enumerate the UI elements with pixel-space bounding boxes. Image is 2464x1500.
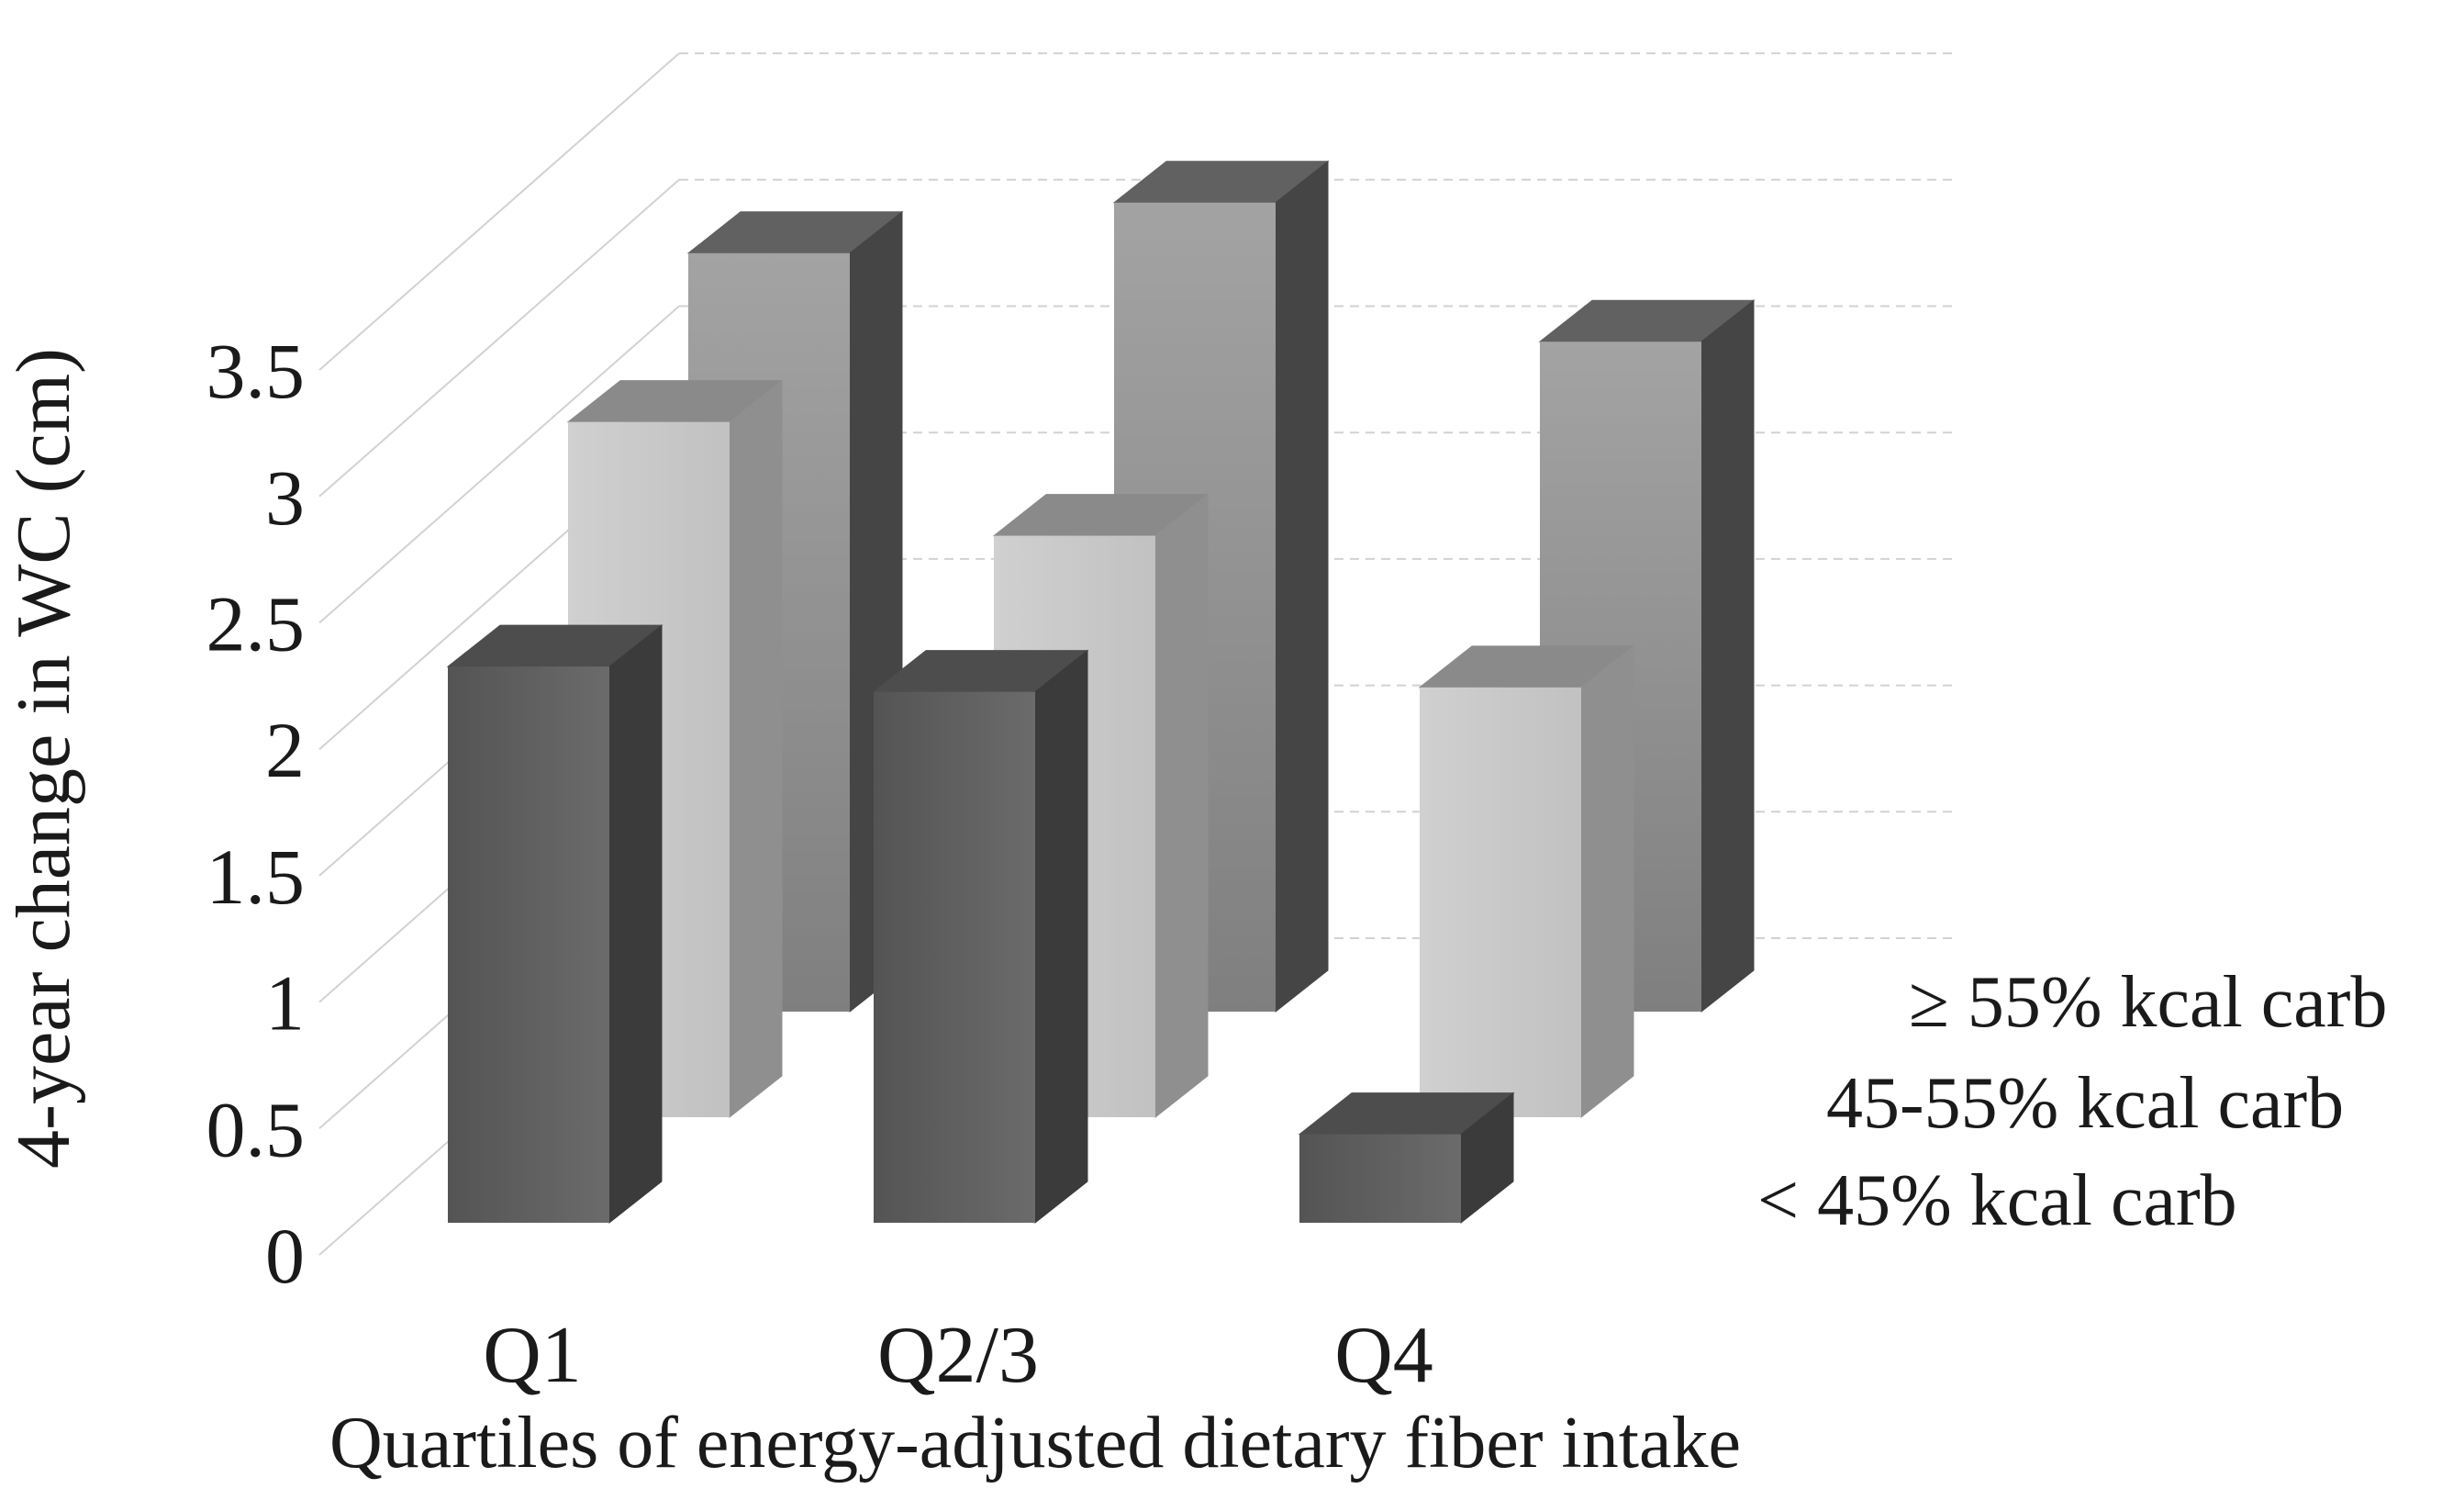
legend-label-lt-45-kcal-carb: < 45% kcal carb (1757, 1160, 2237, 1241)
bar-front-face (874, 691, 1035, 1223)
bar-front-face (1420, 687, 1581, 1117)
bar-front-face (1299, 1134, 1461, 1223)
gridline-side-3 (318, 179, 680, 498)
x-category-label-q1: Q1 (483, 1311, 582, 1400)
bar-side-face (1580, 644, 1634, 1119)
bar-side-face (608, 624, 663, 1225)
bar-side-face (1275, 160, 1329, 1013)
bar-side-face (1154, 493, 1209, 1119)
y-axis-tick-label-0: 0 (265, 1212, 305, 1300)
bar-series-group (446, 160, 1756, 1225)
y-axis-tick-label-3.5: 3.5 (206, 327, 306, 415)
x-category-label-q2-3: Q2/3 (877, 1311, 1039, 1400)
y-axis-tick-label-0.5: 0.5 (206, 1085, 306, 1173)
y-axis-tick-label-3: 3 (265, 453, 305, 542)
y-axis-title: 4-year change in WC (cm) (1, 348, 86, 1169)
bar-side-face (729, 379, 783, 1119)
gridline-side-3.5 (318, 52, 680, 371)
y-axis-tick-label-1: 1 (265, 959, 305, 1047)
bar-q4-series-0 (1298, 1091, 1515, 1225)
bar-front-face (448, 666, 609, 1223)
y-axis-tick-label-1.5: 1.5 (206, 833, 306, 921)
x-category-label-q4: Q4 (1334, 1311, 1433, 1400)
bar-q4-series-1 (1418, 644, 1635, 1119)
x-axis-title: Quartiles of energy-adjusted dietary fib… (329, 1403, 1741, 1483)
y-axis-tick-label-2.5: 2.5 (206, 580, 306, 668)
y-axis-tick-label-2: 2 (265, 706, 305, 794)
y-axis-tick-labels: 0 0.5 1 1.5 2 2.5 3 3.5 (206, 327, 306, 1300)
bar-q2-3-series-0 (872, 649, 1089, 1225)
bar-q1-series-0 (446, 624, 663, 1225)
gridline-side-2.5 (318, 305, 680, 624)
legend-label-45-55-kcal-carb: 45-55% kcal carb (1826, 1063, 2344, 1144)
legend-label-ge-55-kcal-carb: ≥ 55% kcal carb (1909, 962, 2387, 1043)
bar-side-face (1700, 299, 1755, 1013)
bar-side-face (1034, 649, 1088, 1225)
